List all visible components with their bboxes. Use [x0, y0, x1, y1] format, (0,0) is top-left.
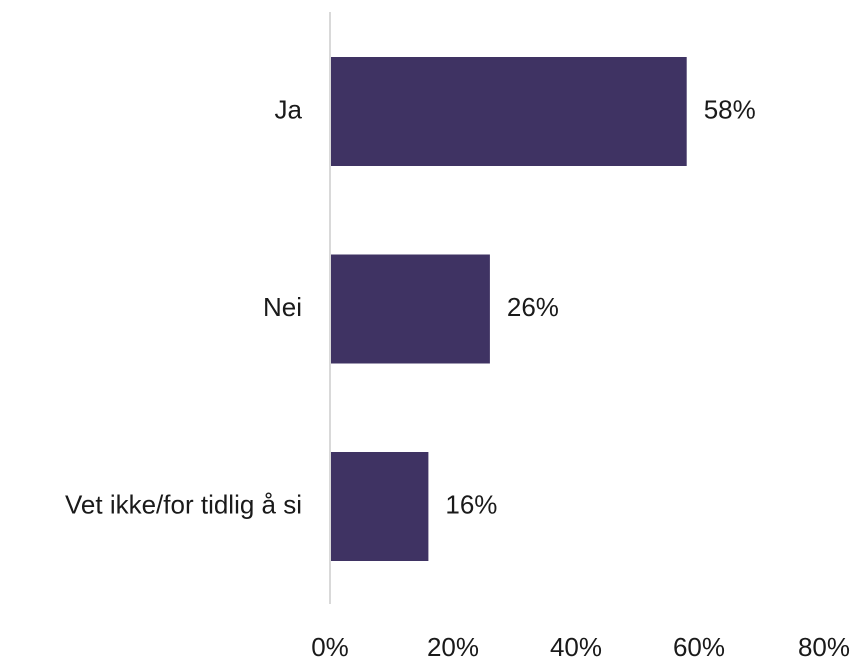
bars-group: [331, 57, 687, 561]
category-label: Nei: [263, 292, 302, 322]
data-label: 26%: [507, 292, 559, 322]
x-tick-label: 20%: [427, 632, 479, 657]
category-label: Ja: [275, 94, 303, 124]
category-label: Vet ikke/for tidlig å si: [65, 489, 302, 519]
x-tick-label: 40%: [550, 632, 602, 657]
bar-1: [331, 254, 490, 364]
x-tick-label: 0%: [311, 632, 349, 657]
bar-0: [331, 57, 687, 166]
data-label: 16%: [445, 489, 497, 519]
bar-2: [331, 452, 429, 561]
data-label: 58%: [704, 94, 756, 124]
x-tick-label: 60%: [673, 632, 725, 657]
x-tick-label: 80%: [798, 632, 850, 657]
value-labels: 58% 26% 16%: [445, 94, 755, 519]
category-labels: Ja Nei Vet ikke/for tidlig å si: [65, 94, 303, 519]
x-axis-ticks: 0% 20% 40% 60% 80%: [311, 632, 850, 657]
